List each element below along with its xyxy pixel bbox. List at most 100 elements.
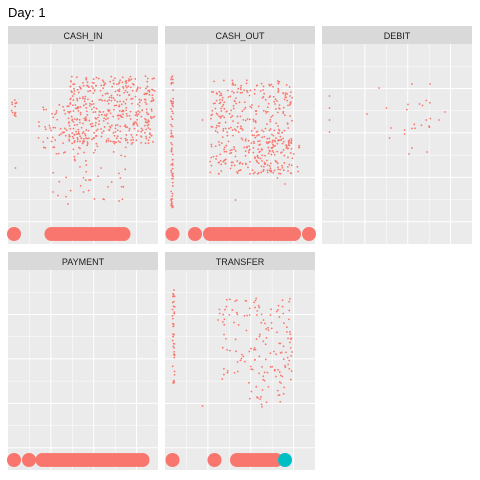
scatter-point bbox=[96, 116, 99, 119]
scatter-point bbox=[236, 313, 239, 316]
scatter-point bbox=[262, 85, 265, 88]
scatter-point bbox=[282, 106, 285, 109]
scatter-point bbox=[68, 140, 71, 142]
scatter-point bbox=[282, 345, 285, 348]
scatter-point bbox=[85, 116, 87, 119]
scatter-point bbox=[232, 134, 234, 137]
scatter-point bbox=[10, 109, 13, 112]
scatter-point bbox=[262, 378, 264, 381]
scatter-point bbox=[125, 112, 128, 115]
scatter-point bbox=[170, 141, 172, 144]
scatter-point bbox=[83, 151, 86, 154]
scatter-point bbox=[220, 163, 223, 166]
scatter-point bbox=[171, 195, 174, 198]
scatter-point bbox=[114, 90, 117, 93]
scatter-point bbox=[277, 168, 280, 171]
scatter-point bbox=[260, 395, 262, 398]
scatter-point bbox=[235, 129, 237, 132]
scatter-point bbox=[100, 84, 103, 87]
scatter-point bbox=[277, 82, 280, 85]
scatter-point bbox=[429, 83, 431, 85]
scatter-point bbox=[247, 166, 249, 169]
scatter-point bbox=[269, 140, 271, 143]
scatter-point bbox=[235, 102, 238, 105]
scatter-point bbox=[246, 91, 249, 94]
scatter-point bbox=[279, 168, 281, 171]
scatter-point bbox=[71, 135, 74, 138]
scatter-point bbox=[258, 372, 260, 375]
scatter-point bbox=[71, 119, 74, 122]
scatter-point bbox=[117, 114, 120, 117]
scatter-point bbox=[243, 108, 246, 111]
scatter-point bbox=[131, 97, 134, 100]
large-point bbox=[287, 227, 301, 241]
scatter-point bbox=[249, 105, 252, 108]
scatter-point bbox=[113, 134, 116, 137]
scatter-point bbox=[129, 118, 132, 120]
scatter-point bbox=[83, 137, 85, 140]
scatter-point bbox=[148, 120, 150, 123]
facet-panel-debit: DEBIT bbox=[322, 26, 472, 244]
scatter-point bbox=[79, 106, 82, 108]
scatter-point bbox=[239, 115, 242, 118]
scatter-point bbox=[69, 127, 72, 130]
scatter-point bbox=[80, 87, 82, 90]
scatter-point bbox=[225, 305, 228, 308]
scatter-point bbox=[105, 140, 108, 143]
scatter-point bbox=[171, 174, 174, 177]
scatter-point bbox=[135, 111, 138, 114]
scatter-point bbox=[285, 145, 288, 148]
scatter-point bbox=[233, 371, 236, 374]
scatter-point bbox=[50, 140, 53, 143]
scatter-point bbox=[244, 138, 247, 141]
scatter-point bbox=[147, 142, 150, 145]
scatter-point bbox=[233, 164, 236, 167]
scatter-point bbox=[121, 81, 124, 84]
scatter-point bbox=[223, 101, 226, 104]
scatter-point bbox=[267, 102, 270, 105]
scatter-point bbox=[289, 172, 292, 175]
scatter-point bbox=[241, 129, 244, 131]
scatter-point bbox=[285, 326, 288, 329]
scatter-point bbox=[277, 172, 280, 175]
scatter-point bbox=[277, 128, 280, 131]
scatter-point bbox=[146, 124, 149, 127]
scatter-point bbox=[276, 111, 279, 114]
scatter-point bbox=[140, 130, 143, 133]
scatter-point bbox=[42, 108, 45, 111]
scatter-point bbox=[264, 98, 267, 101]
scatter-point bbox=[249, 365, 252, 368]
scatter-point bbox=[122, 110, 125, 113]
scatter-point bbox=[100, 135, 103, 138]
scatter-point bbox=[79, 113, 82, 116]
scatter-point bbox=[277, 125, 279, 127]
scatter-point bbox=[218, 312, 221, 315]
scatter-point bbox=[98, 99, 101, 101]
scatter-point bbox=[278, 80, 281, 83]
scatter-point bbox=[282, 169, 285, 172]
scatter-point bbox=[281, 131, 284, 134]
scatter-point bbox=[70, 80, 72, 82]
scatter-point bbox=[275, 137, 277, 140]
scatter-point bbox=[128, 114, 131, 117]
scatter-point bbox=[254, 299, 257, 302]
scatter-point bbox=[171, 164, 174, 166]
scatter-point bbox=[120, 115, 123, 118]
scatter-point bbox=[171, 308, 174, 311]
scatter-point bbox=[260, 313, 263, 316]
scatter-point bbox=[64, 127, 66, 130]
scatter-point bbox=[244, 106, 247, 109]
scatter-point bbox=[145, 103, 148, 105]
scatter-point bbox=[233, 148, 236, 151]
scatter-point bbox=[119, 100, 121, 103]
scatter-point bbox=[283, 98, 286, 101]
scatter-point bbox=[102, 87, 105, 90]
large-point bbox=[165, 227, 180, 241]
scatter-point bbox=[124, 89, 127, 92]
scatter-point bbox=[261, 136, 263, 139]
large-point bbox=[302, 227, 316, 241]
scatter-point bbox=[95, 129, 98, 132]
scatter-point bbox=[257, 397, 259, 399]
scatter-point bbox=[230, 149, 233, 151]
scatter-point bbox=[366, 113, 368, 115]
